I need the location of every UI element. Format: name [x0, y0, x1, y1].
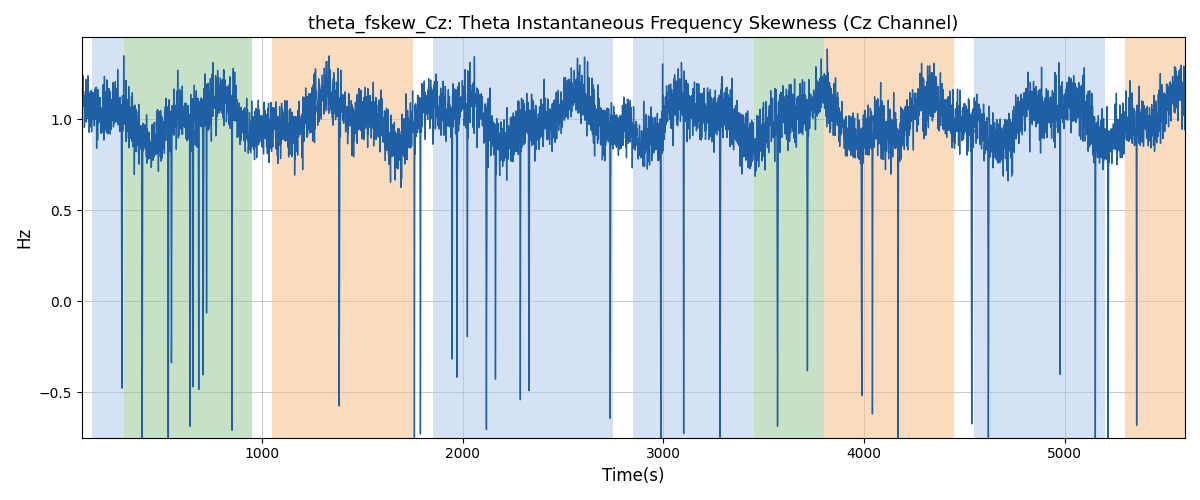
Bar — [92, 38, 124, 438]
Bar — [1124, 38, 1186, 438]
Y-axis label: Hz: Hz — [14, 227, 34, 248]
X-axis label: Time(s): Time(s) — [602, 467, 665, 485]
Bar — [124, 38, 252, 438]
Title: theta_fskew_Cz: Theta Instantaneous Frequency Skewness (Cz Channel): theta_fskew_Cz: Theta Instantaneous Freq… — [308, 15, 959, 34]
Bar — [272, 38, 413, 438]
Bar — [824, 38, 954, 438]
Bar — [433, 38, 613, 438]
Bar — [634, 38, 754, 438]
Bar — [754, 38, 824, 438]
Bar — [974, 38, 1105, 438]
